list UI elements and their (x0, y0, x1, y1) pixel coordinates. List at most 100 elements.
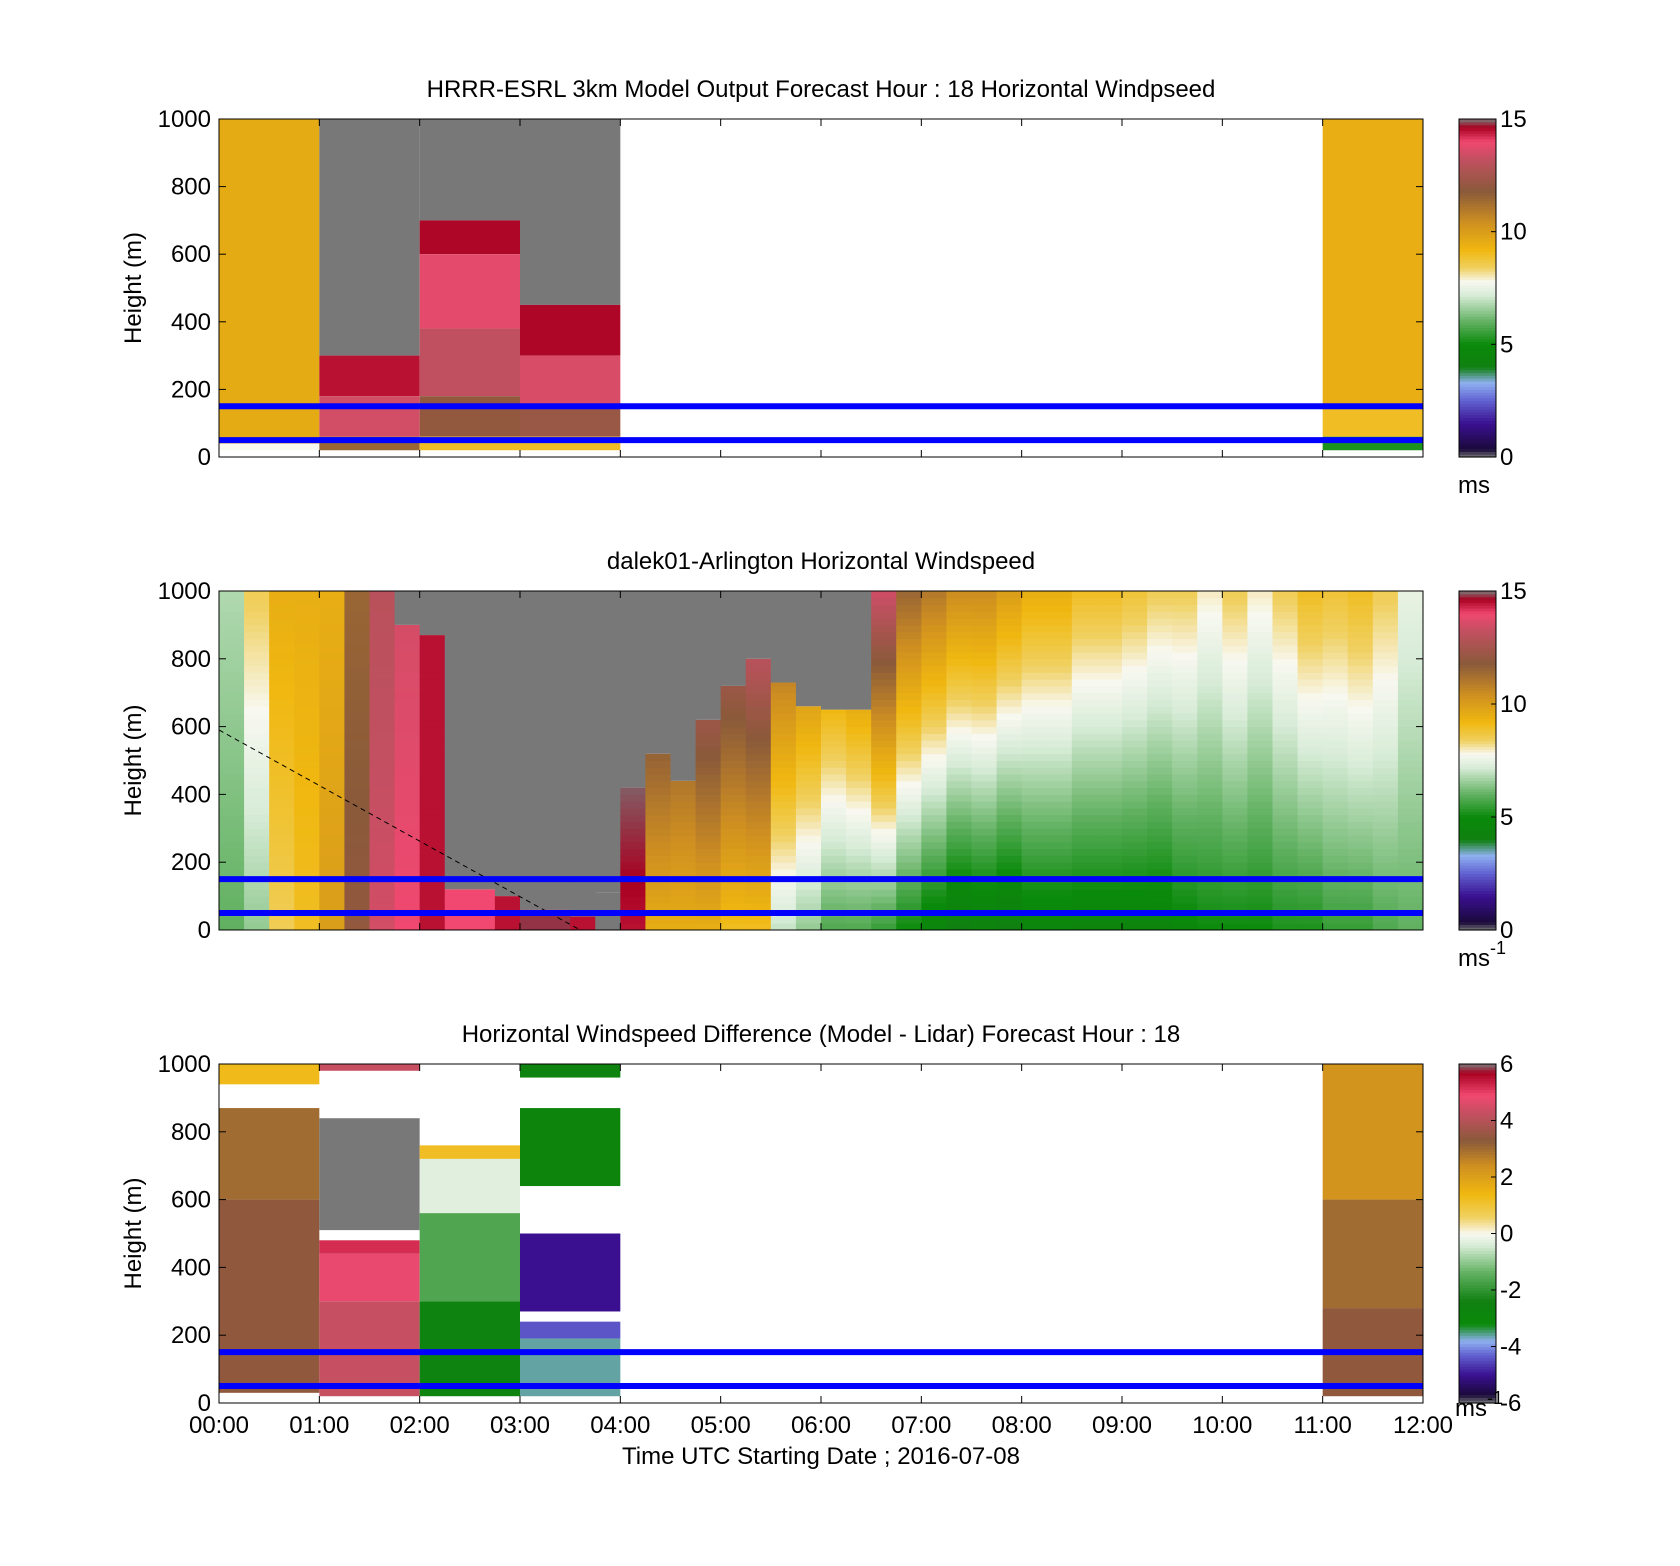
heatmap-cell (1046, 835, 1073, 843)
heatmap-cell (1272, 658, 1299, 667)
heatmap-cell (1096, 780, 1123, 789)
heatmap-cell (946, 760, 972, 768)
heatmap-cell (846, 746, 872, 755)
heatmap-cell (319, 855, 345, 863)
heatmap-cell (896, 645, 922, 653)
heatmap-cell (1046, 672, 1073, 680)
heatmap-cell (896, 611, 922, 619)
colorbar-segment (1459, 825, 1496, 829)
heatmap-cell (1397, 611, 1424, 619)
heatmap-cell (1272, 604, 1299, 612)
heatmap-cell (1122, 706, 1148, 714)
colorbar-segment (1459, 389, 1496, 393)
heatmap-cell (1322, 719, 1349, 728)
heatmap-cell (1172, 862, 1198, 870)
heatmap-cell (1197, 889, 1223, 897)
heatmap-cell (1222, 916, 1248, 924)
heatmap-cell (219, 923, 245, 931)
heatmap-cell (821, 709, 847, 714)
heatmap-cell (219, 835, 245, 843)
colorbar-tick-label: -2 (1500, 1277, 1521, 1304)
colorbar-segment (1459, 1109, 1496, 1113)
heatmap-cell (896, 652, 922, 660)
heatmap-cell (294, 733, 320, 741)
heatmap-cell (1272, 713, 1299, 721)
heatmap-cell (369, 652, 396, 660)
colorbar-segment (1459, 1151, 1496, 1155)
heatmap-cell (620, 916, 646, 924)
heatmap-cell (971, 760, 998, 768)
heatmap-cell (1247, 604, 1273, 612)
colorbar-segment (1459, 1340, 1496, 1345)
colorbar-segment (1459, 599, 1496, 603)
heatmap-cell (996, 685, 1023, 694)
heatmap-cell (720, 733, 747, 741)
heatmap-cell (1172, 760, 1198, 768)
heatmap-cell (269, 916, 295, 924)
heatmap-cell (1222, 685, 1248, 694)
heatmap-cell (896, 794, 922, 802)
heatmap-cell (1122, 679, 1148, 687)
heatmap-cell (319, 774, 345, 782)
heatmap-cell (1397, 902, 1424, 911)
heatmap-cell (244, 902, 270, 911)
heatmap-cell (1347, 889, 1374, 897)
heatmap-cell (1222, 740, 1248, 748)
heatmap-cell (921, 679, 947, 687)
heatmap-cell (896, 902, 922, 911)
colorbar-segment (1459, 616, 1496, 620)
heatmap-cell (846, 896, 872, 904)
heatmap-cell (1397, 916, 1424, 924)
heatmap-cell (1021, 604, 1048, 612)
colorbar-tick-label: 10 (1500, 691, 1527, 718)
heatmap-cell (1247, 740, 1273, 748)
heatmap-cell (1222, 814, 1248, 823)
heatmap-cell (1222, 679, 1248, 687)
heatmap-cell (921, 746, 947, 755)
heatmap-cell (1122, 801, 1148, 809)
heatmap-cell (1297, 591, 1324, 599)
colorbar-segment (1459, 712, 1496, 716)
heatmap-cell (971, 631, 998, 639)
heatmap-cell (219, 828, 245, 836)
heatmap-cell (1397, 624, 1424, 633)
heatmap-cell (319, 618, 345, 626)
heatmap-cell (1222, 801, 1248, 809)
heatmap-cell (344, 672, 370, 680)
heatmap-cell (1372, 760, 1399, 768)
heatmap-cell (620, 896, 646, 904)
heatmap-cell (369, 631, 396, 639)
heatmap-cell (1272, 699, 1299, 707)
colorbar-segment (1459, 723, 1496, 728)
heatmap-cell (720, 787, 747, 795)
heatmap-cell (294, 868, 320, 877)
heatmap-cell (745, 787, 772, 795)
heatmap-cell (695, 814, 722, 823)
heatmap-cell (1147, 889, 1173, 897)
colorbar-segment (1459, 378, 1496, 382)
heatmap-cell (1071, 740, 1098, 748)
heatmap-cell (1021, 740, 1048, 748)
heatmap-cell (1372, 719, 1399, 728)
heatmap-cell (219, 889, 245, 897)
heatmap-cell (319, 396, 420, 437)
heatmap-cell (294, 699, 320, 707)
heatmap-cell (319, 814, 345, 823)
colorbar-segment (1459, 607, 1496, 612)
heatmap-cell (319, 665, 345, 673)
heatmap-cell (269, 828, 295, 836)
heatmap-cell (1046, 746, 1073, 755)
heatmap-cell (319, 591, 345, 599)
heatmap-cell (219, 774, 245, 782)
heatmap-cell (369, 760, 396, 768)
heatmap-cell (369, 706, 396, 714)
heatmap-cell (971, 916, 998, 924)
heatmap-cell (670, 807, 697, 816)
heatmap-cell (1322, 889, 1349, 897)
colorbar-segment (1459, 633, 1496, 637)
heatmap-cell (896, 624, 922, 633)
colorbar-unit-label: ms (1458, 472, 1490, 499)
colorbar-segment (1459, 1174, 1496, 1178)
heatmap-cell (971, 624, 998, 633)
heatmap-cell (1021, 923, 1048, 931)
